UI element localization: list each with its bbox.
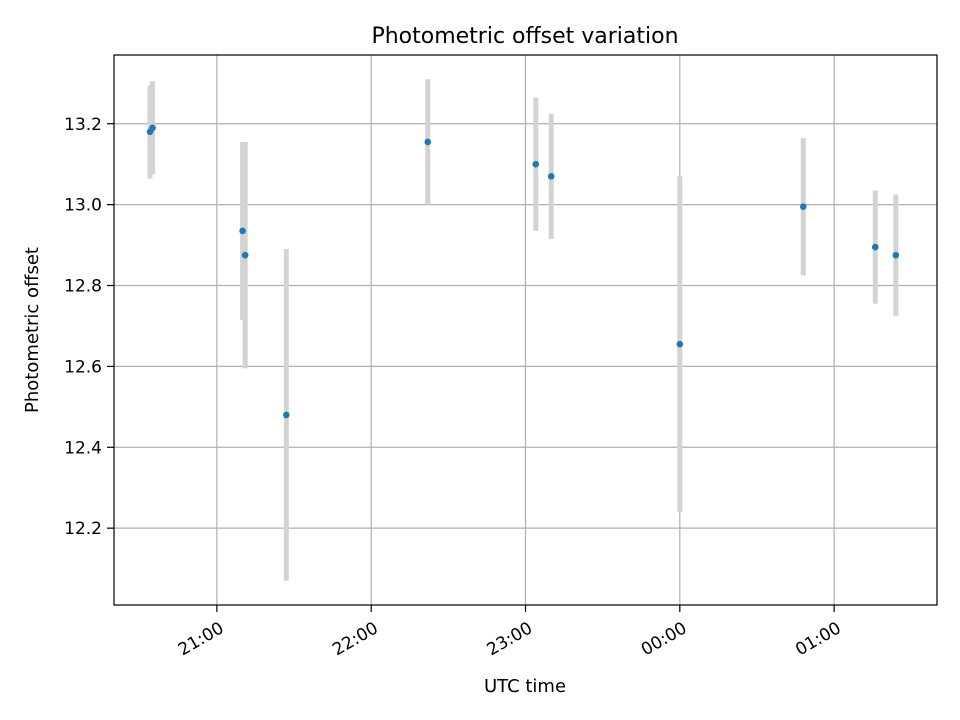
data-point (892, 251, 900, 259)
data-point (239, 227, 246, 235)
data-point (149, 124, 156, 132)
data-points (146, 124, 900, 419)
y-axis-label: Photometric offset (22, 247, 43, 413)
y-tick-label: 12.8 (64, 277, 102, 297)
y-tick-label: 13.0 (64, 196, 102, 216)
data-point (547, 173, 555, 180)
y-tick-label: 12.6 (64, 357, 102, 377)
y-tick-label: 12.2 (64, 519, 102, 539)
data-point (676, 340, 684, 348)
y-axis-ticks: 12.2 12.4 12.6 12.8 13.0 13.2 (64, 115, 114, 539)
chart-title: Photometric offset variation (371, 24, 678, 49)
data-point (241, 251, 249, 259)
grid-lines (114, 55, 937, 605)
y-tick-label: 13.2 (64, 115, 102, 135)
x-axis-label: UTC time (484, 676, 566, 697)
data-point (799, 203, 807, 210)
y-tick-label: 12.4 (64, 438, 102, 458)
data-point (283, 411, 290, 419)
data-point (871, 243, 879, 251)
data-point (532, 160, 540, 168)
data-point (424, 138, 432, 146)
